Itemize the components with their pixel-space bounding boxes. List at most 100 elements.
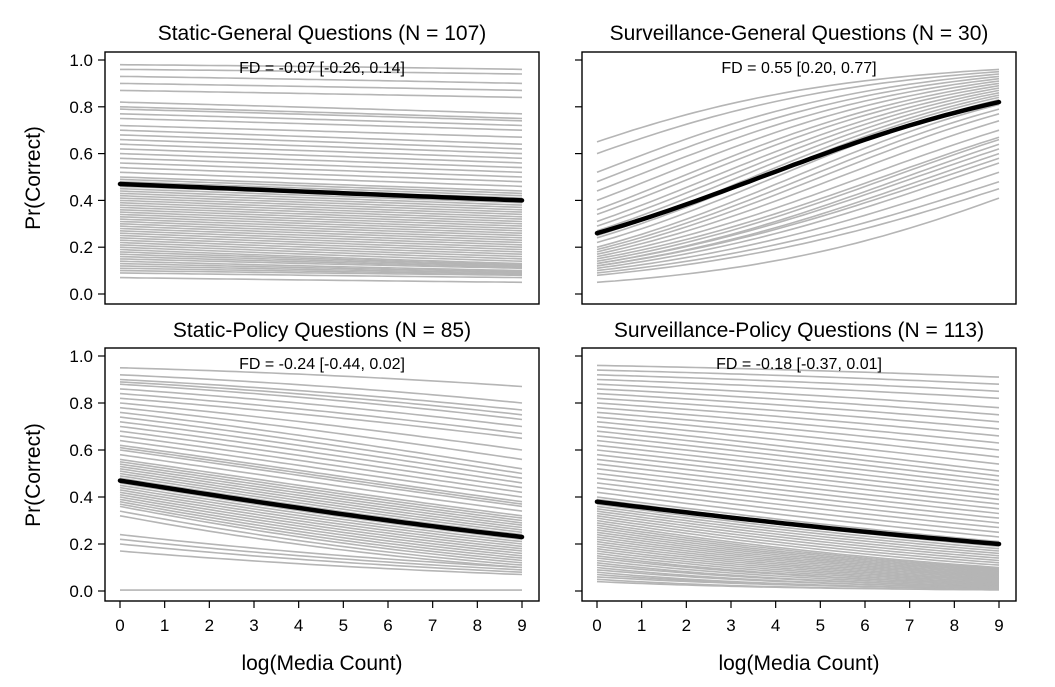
question-line [119, 461, 523, 519]
question-line [596, 187, 1000, 277]
question-line [596, 157, 1000, 267]
question-line [119, 227, 523, 244]
y-tick-label: 0.6 [69, 145, 93, 164]
y-tick-label: 0.8 [69, 98, 93, 117]
question-line [119, 397, 523, 440]
y-tick-label: 0.2 [69, 238, 93, 257]
x-tick-label: 9 [994, 616, 1003, 635]
question-line [119, 496, 523, 555]
question-line [596, 392, 1000, 423]
question-line [119, 489, 523, 548]
question-line [596, 529, 1000, 572]
question-line [596, 406, 1000, 444]
question-line [596, 510, 1000, 557]
question-line [119, 402, 523, 451]
question-line [596, 120, 1000, 255]
question-line [596, 545, 1000, 581]
x-tick-label: 8 [950, 616, 959, 635]
y-tick-label: 0.4 [69, 488, 93, 507]
question-line [119, 108, 523, 122]
question-line [596, 364, 1000, 378]
question-line [119, 253, 523, 267]
question-line [119, 381, 523, 416]
question-line [119, 134, 523, 150]
x-tick-label: 4 [771, 616, 780, 635]
question-line [119, 106, 523, 120]
question-line [596, 524, 1000, 570]
question-line [119, 411, 523, 470]
question-line [596, 378, 1000, 400]
question-line [596, 569, 1000, 589]
question-line [119, 209, 523, 225]
y-tick-label: 1.0 [69, 347, 93, 366]
question-line [596, 580, 999, 591]
panel-static-general: Static-General Questions (N = 107) FD = -… [22, 22, 540, 305]
question-line [119, 515, 523, 569]
question-line [596, 482, 1000, 529]
question-line [119, 470, 523, 529]
x-tick-label: 8 [473, 616, 482, 635]
plot-area [117, 367, 525, 591]
y-tick-label: 0.4 [69, 191, 93, 210]
x-tick-label: 2 [682, 616, 691, 635]
question-line [596, 108, 1000, 251]
question-line [596, 463, 1000, 510]
question-line [119, 265, 523, 274]
x-tick-label: 1 [637, 616, 646, 635]
question-line [596, 87, 1000, 223]
x-tick-label: 9 [517, 616, 526, 635]
question-line [119, 171, 523, 188]
question-line [119, 475, 523, 534]
question-line [119, 468, 523, 526]
question-line [596, 564, 1000, 588]
question-line [596, 162, 1000, 270]
question-line [119, 260, 523, 272]
question-line [119, 367, 523, 388]
question-line [119, 213, 523, 230]
panel-static-policy: Static-Policy Questions (N = 85) FD = -0.… [22, 319, 540, 675]
question-line [119, 201, 523, 218]
question-line [596, 515, 1000, 562]
question-line [596, 82, 1000, 211]
question-line [119, 230, 523, 246]
question-line [596, 421, 1000, 465]
question-line [119, 255, 523, 268]
question-line [596, 89, 1000, 227]
question-line [119, 383, 523, 421]
question-line [596, 374, 1000, 393]
question-line [596, 505, 1000, 552]
question-line [596, 435, 1000, 482]
question-line [119, 220, 523, 237]
x-tick-label: 3 [249, 616, 258, 635]
question-line [119, 262, 523, 273]
question-line [119, 446, 523, 505]
question-line [119, 190, 523, 206]
question-line [119, 232, 523, 248]
question-line [119, 143, 523, 160]
x-tick-label: 1 [160, 616, 169, 635]
question-line [119, 439, 523, 498]
plot-frame [581, 51, 1017, 305]
question-line [596, 171, 1000, 272]
question-line [596, 477, 1000, 524]
question-line [119, 75, 523, 85]
x-tick-label: 4 [294, 616, 303, 635]
question-line [596, 129, 1000, 258]
question-line [119, 166, 523, 183]
question-line [596, 416, 1000, 458]
question-line [596, 92, 1000, 232]
question-line [596, 68, 1000, 143]
question-line [119, 510, 523, 566]
question-line [596, 550, 1000, 583]
question-line [596, 439, 1000, 487]
question-line [119, 152, 523, 169]
question-line [119, 194, 523, 211]
question-line [596, 503, 1000, 550]
question-line [596, 543, 1000, 579]
question-line [119, 101, 523, 115]
question-line [119, 463, 523, 522]
question-line [119, 211, 523, 227]
y-tick-label: 0.6 [69, 441, 93, 460]
plot-area [594, 68, 1002, 284]
question-line [119, 248, 523, 265]
